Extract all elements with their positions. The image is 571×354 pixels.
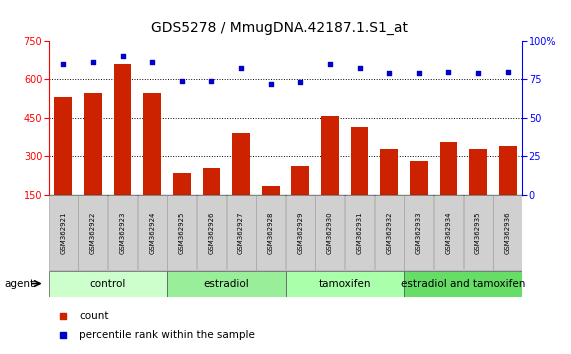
Point <box>148 59 157 65</box>
Bar <box>499 146 517 233</box>
FancyBboxPatch shape <box>256 195 285 270</box>
FancyBboxPatch shape <box>227 195 256 270</box>
Bar <box>203 168 220 233</box>
Bar <box>262 186 280 233</box>
Text: estradiol and tamoxifen: estradiol and tamoxifen <box>401 279 525 289</box>
Bar <box>321 116 339 233</box>
Point <box>207 78 216 84</box>
Text: GSM362921: GSM362921 <box>61 211 66 254</box>
Bar <box>143 92 161 233</box>
FancyBboxPatch shape <box>78 195 107 270</box>
FancyBboxPatch shape <box>404 271 522 297</box>
Text: GSM362925: GSM362925 <box>179 212 185 254</box>
Bar <box>440 142 457 233</box>
Text: tamoxifen: tamoxifen <box>319 279 371 289</box>
Text: GSM362928: GSM362928 <box>268 211 274 254</box>
Point <box>444 69 453 74</box>
Point <box>118 53 127 59</box>
Bar <box>232 133 250 233</box>
Text: control: control <box>90 279 126 289</box>
Text: estradiol: estradiol <box>203 279 249 289</box>
Text: GSM362929: GSM362929 <box>297 211 303 254</box>
Text: GSM362936: GSM362936 <box>505 211 510 254</box>
Text: GSM362931: GSM362931 <box>356 211 363 254</box>
FancyBboxPatch shape <box>167 271 286 297</box>
Text: GSM362930: GSM362930 <box>327 211 333 254</box>
Text: GSM362923: GSM362923 <box>119 211 126 254</box>
Bar <box>54 97 73 233</box>
Text: GSM362934: GSM362934 <box>445 211 452 254</box>
Bar <box>410 161 428 233</box>
Text: percentile rank within the sample: percentile rank within the sample <box>79 330 255 340</box>
FancyBboxPatch shape <box>197 195 226 270</box>
Point <box>266 81 275 87</box>
Text: GSM362926: GSM362926 <box>208 211 215 254</box>
Point <box>473 70 482 76</box>
Text: GSM362922: GSM362922 <box>90 212 96 254</box>
Bar <box>351 127 368 233</box>
FancyBboxPatch shape <box>49 271 167 297</box>
Text: GSM362927: GSM362927 <box>238 211 244 254</box>
Point <box>325 61 335 67</box>
Point <box>59 61 68 67</box>
FancyBboxPatch shape <box>375 195 404 270</box>
Text: count: count <box>79 311 109 321</box>
FancyBboxPatch shape <box>286 195 315 270</box>
FancyBboxPatch shape <box>49 195 78 270</box>
Bar <box>84 92 102 233</box>
FancyBboxPatch shape <box>404 195 433 270</box>
FancyBboxPatch shape <box>345 195 374 270</box>
Bar <box>380 149 398 233</box>
Point <box>236 65 246 71</box>
Bar <box>114 64 131 233</box>
Text: GDS5278 / MmugDNA.42187.1.S1_at: GDS5278 / MmugDNA.42187.1.S1_at <box>151 21 408 35</box>
Text: GSM362935: GSM362935 <box>475 211 481 254</box>
Point <box>58 332 67 338</box>
Point <box>355 65 364 71</box>
FancyBboxPatch shape <box>315 195 344 270</box>
FancyBboxPatch shape <box>493 195 522 270</box>
Bar <box>173 173 191 233</box>
Text: agent: agent <box>4 279 34 289</box>
FancyBboxPatch shape <box>167 195 196 270</box>
FancyBboxPatch shape <box>434 195 463 270</box>
Point <box>89 59 98 65</box>
Point <box>414 70 423 76</box>
Bar <box>291 166 309 233</box>
Point <box>385 70 394 76</box>
FancyBboxPatch shape <box>108 195 137 270</box>
Text: GSM362933: GSM362933 <box>416 211 422 254</box>
Text: GSM362932: GSM362932 <box>386 211 392 254</box>
FancyBboxPatch shape <box>286 271 404 297</box>
Point <box>58 314 67 319</box>
Point <box>503 69 512 74</box>
Point <box>296 79 305 85</box>
Text: GSM362924: GSM362924 <box>149 212 155 254</box>
Point <box>177 78 186 84</box>
Bar <box>469 149 487 233</box>
FancyBboxPatch shape <box>138 195 167 270</box>
FancyBboxPatch shape <box>464 195 493 270</box>
